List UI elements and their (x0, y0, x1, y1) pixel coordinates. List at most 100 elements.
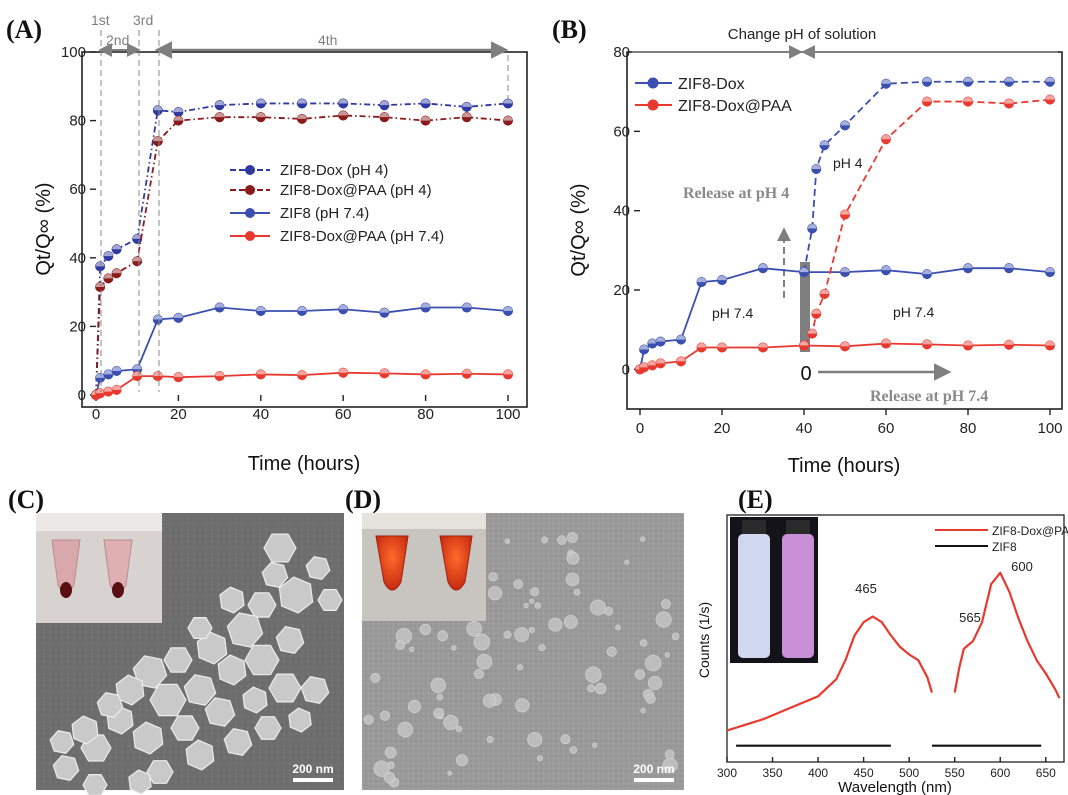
nanoparticle (473, 669, 484, 680)
point-highlight (963, 263, 973, 269)
phase-1st: 1st (91, 12, 110, 28)
crystal-shape (149, 683, 187, 717)
crystal-shape (261, 562, 289, 588)
y-tick-label: 40 (69, 250, 86, 267)
panel-d-label: (D) (345, 485, 381, 514)
x-tick-label: 80 (417, 406, 434, 423)
point-highlight (462, 369, 472, 374)
nanoparticle (513, 579, 523, 589)
crystal-shape (132, 721, 164, 755)
nanoparticle (538, 644, 546, 652)
legend-e-zif8: ZIF8 (992, 540, 1017, 554)
crystal-shape (247, 592, 277, 618)
crystal-shape (317, 589, 343, 611)
tem-scale-bar (634, 778, 674, 782)
release-ph4-label: Release at pH 4 (683, 185, 789, 202)
panel-b-series (635, 76, 1055, 375)
point-highlight (215, 303, 225, 308)
point-highlight (963, 77, 973, 82)
panel-b-label: (B) (552, 15, 587, 44)
series-0 (91, 98, 513, 400)
panel-b-ticks: 0 20 40 60 80 100 0 20 40 60 80 (613, 44, 1062, 437)
point-highlight (153, 136, 163, 142)
nanoparticle (409, 646, 415, 653)
point-highlight (215, 100, 225, 106)
nanoparticle (530, 587, 540, 597)
phase-4th: 4th (318, 32, 337, 48)
point-highlight (297, 306, 307, 311)
point-highlight (153, 371, 163, 377)
x-tick-label: 400 (808, 766, 828, 780)
point-highlight (881, 79, 891, 84)
point-highlight (881, 134, 891, 140)
ph74-left-label: pH 7.4 (712, 305, 753, 321)
nanoparticle (671, 632, 680, 641)
svg-text:ZIF8-Dox (pH 4): ZIF8-Dox (pH 4) (280, 162, 388, 179)
nanoparticle (590, 599, 607, 616)
point-highlight (153, 105, 163, 111)
point-highlight (639, 362, 649, 368)
panel-a-label: (A) (6, 15, 42, 44)
point-highlight (656, 337, 665, 342)
peak-label-565: 565 (959, 610, 981, 625)
point-highlight (647, 360, 657, 366)
crystal-shape (242, 686, 268, 714)
nanoparticle (430, 677, 446, 694)
point-highlight (922, 269, 932, 275)
panel-b-legend: ZIF8-Dox ZIF8-Dox@PAA (635, 76, 792, 115)
x-tick-label: 0 (92, 406, 100, 423)
point-highlight (503, 116, 513, 121)
point-highlight (840, 210, 850, 215)
point-highlight (95, 261, 105, 267)
panel-e-label: (E) (738, 485, 773, 514)
y-tick-label: 20 (613, 282, 630, 299)
panel-a-legend: ZIF8-Dox (pH 4) ZIF8-Dox@PAA (pH 4) ZIF8… (230, 162, 444, 245)
point-highlight (1045, 77, 1055, 82)
y-tick-label: 40 (613, 203, 630, 220)
nanoparticle (560, 734, 571, 745)
panel-d: (D) 200 nm (345, 485, 684, 790)
nanoparticle (664, 749, 675, 760)
y-tick-label: 0 (622, 361, 630, 378)
sem-inset-photo (36, 513, 162, 623)
crystal-shape (96, 692, 124, 718)
nanoparticle (587, 684, 596, 693)
series-0 (635, 263, 1055, 375)
point-highlight (338, 304, 348, 310)
release-ph74-label: Release at pH 7.4 (870, 388, 988, 405)
nanoparticle (639, 639, 648, 647)
sem-scale-bar (293, 778, 333, 782)
point-highlight (820, 140, 829, 146)
crystal-shape (244, 644, 280, 676)
point-highlight (697, 277, 706, 283)
point-highlight (963, 97, 973, 102)
crystal-shape (204, 697, 236, 727)
nanoparticle (486, 736, 494, 744)
series-3 (91, 367, 513, 400)
nanoparticle (433, 707, 445, 719)
crystal-shape (275, 626, 305, 654)
point-highlight (758, 343, 768, 348)
nanoparticle (447, 770, 453, 776)
legend-item-zif8-dox: ZIF8-Dox (635, 76, 745, 93)
point-highlight (799, 341, 809, 346)
point-highlight (676, 356, 686, 362)
point-highlight (256, 112, 266, 118)
point-highlight (297, 98, 307, 104)
nanoparticle (437, 630, 449, 642)
point-highlight (462, 303, 472, 308)
point-highlight (95, 388, 105, 394)
y-tick-label: 80 (613, 44, 630, 61)
point-highlight (840, 341, 850, 347)
point-highlight (297, 370, 307, 376)
nanoparticle (523, 602, 529, 609)
point-highlight (103, 387, 113, 392)
ph74-right-label: pH 7.4 (893, 304, 934, 320)
point-highlight (963, 341, 973, 346)
zero-marker: 0 (800, 363, 811, 385)
nanoparticle (436, 693, 444, 701)
panel-e-ylabel: Counts (1/s) (696, 602, 712, 678)
nanoparticle (373, 760, 390, 777)
panel-a-xlabel: Time (hours) (248, 453, 361, 475)
y-tick-label: 100 (61, 44, 86, 61)
